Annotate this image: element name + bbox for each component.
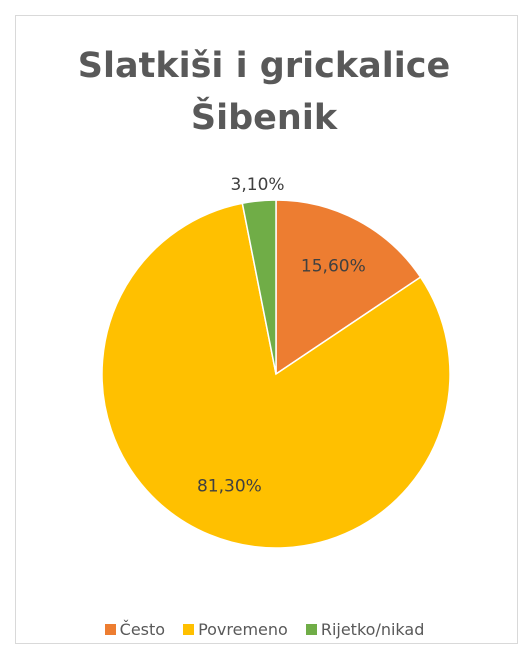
pie-slice bbox=[241, 199, 277, 375]
pie-slice bbox=[101, 202, 451, 549]
legend-item: Povremeno bbox=[183, 620, 288, 639]
legend-swatch bbox=[183, 624, 195, 635]
chart-title: Slatkiši i grickalice Šibenik bbox=[77, 46, 451, 138]
pie-slice bbox=[275, 199, 422, 376]
chart-frame bbox=[15, 15, 518, 644]
legend-label: Povremeno bbox=[198, 620, 288, 639]
data-label: 81,30% bbox=[197, 477, 262, 497]
legend-label: Često bbox=[119, 620, 166, 639]
legend-item: Rijetko/nikad bbox=[305, 620, 425, 639]
legend-swatch bbox=[104, 624, 116, 635]
data-label: 15,60% bbox=[301, 257, 366, 277]
data-label: 3,10% bbox=[231, 175, 285, 195]
legend-item: Često bbox=[104, 620, 166, 639]
legend-label: Rijetko/nikad bbox=[320, 620, 425, 639]
legend-swatch bbox=[305, 624, 317, 635]
legend: Često Povremeno Rijetko/nikad bbox=[0, 620, 529, 639]
